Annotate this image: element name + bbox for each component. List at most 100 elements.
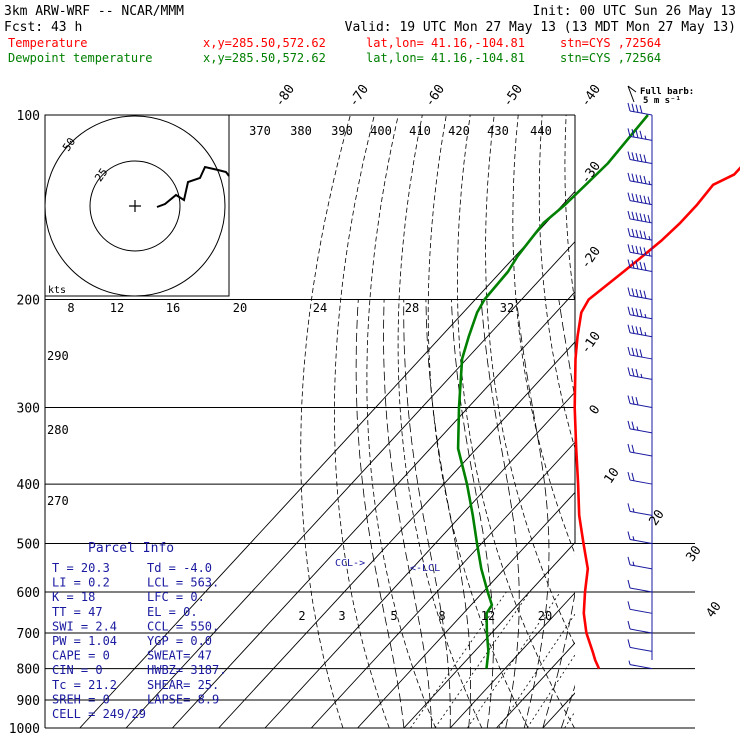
wind-barb-flag (643, 231, 647, 240)
wind-barb-staff (629, 428, 653, 434)
theta-label: 370 (249, 124, 271, 138)
mixing-ratio-label-low: 2 (298, 609, 305, 623)
mixing-ratio-line (434, 591, 530, 728)
wind-barb-staff (629, 402, 653, 408)
wind-barb-flag (635, 229, 639, 238)
wind-barb-half (648, 180, 651, 185)
wind-barb-flag (627, 244, 631, 253)
wind-barb-half (648, 252, 651, 257)
wind-barb-half (636, 426, 639, 431)
wind-barb-flag (635, 129, 639, 139)
pressure-tick-label: 700 (17, 627, 40, 642)
isotherm-tick-label: -60 (422, 82, 448, 110)
isotherm-tick-label: 20 (646, 507, 667, 528)
dry-adiabat-label: 270 (47, 494, 69, 508)
pressure-tick-label: 300 (17, 401, 40, 416)
wind-barb-staff (629, 295, 653, 301)
wind-barb-flag (627, 367, 631, 376)
wind-barb (627, 102, 653, 116)
theta-label: 400 (370, 124, 392, 138)
legend-temperature-stn: stn=CYS ,72564 (560, 36, 661, 50)
pressure-tick-label: 500 (17, 537, 40, 552)
wind-barb-flag (627, 601, 631, 610)
wind-barb-staff (629, 628, 653, 634)
pressure-tick-label: 1000 (9, 722, 40, 737)
mixing-ratio-label: 28 (405, 301, 419, 315)
isotherm-line (589, 115, 740, 728)
dry-adiabat-line (397, 115, 483, 728)
wind-barb-flag (627, 531, 631, 540)
wind-barb (627, 244, 653, 257)
ccl-label: CCL-> (335, 558, 365, 569)
parcel-row-left: CAPE = 0 (52, 649, 110, 663)
isotherm-tick-label: -40 (578, 82, 604, 110)
isotherm-tick-label: 10 (601, 465, 622, 486)
wind-barb-flag (635, 260, 639, 270)
wind-barb-flag (639, 194, 643, 204)
wind-barb-flag (631, 472, 635, 481)
isotherm-line (310, 441, 575, 728)
dry-adiabat-line (427, 115, 529, 728)
pressure-tick-label: 800 (17, 663, 40, 678)
wind-barb (627, 306, 653, 320)
isotherm-tick-label: -20 (578, 244, 604, 272)
wind-barb (627, 443, 653, 457)
wind-barb (627, 210, 653, 224)
wind-barb-flag (635, 194, 639, 203)
dry-adiabat-line (734, 115, 740, 728)
wind-barb-flag (635, 174, 639, 183)
wind-barb-staff (629, 110, 653, 116)
wind-barb-flag (627, 210, 631, 220)
wind-barb-staff (629, 664, 653, 670)
wind-barb-flag (639, 105, 643, 114)
legend-temperature-xy: x,y=285.50,572.62 (203, 36, 326, 50)
parcel-title: Parcel Info (88, 541, 174, 556)
wind-barb-flag (643, 290, 647, 299)
wind-barb (627, 556, 653, 570)
wind-barb-staff (629, 587, 653, 593)
parcel-row-left: CELL = 249/29 (52, 707, 146, 721)
wind-barb-flag (647, 214, 651, 224)
wind-barb-flag (643, 262, 647, 271)
wind-barb (627, 471, 653, 485)
mixing-ratio-label: 24 (313, 301, 327, 315)
mixing-ratio-label-low: 8 (438, 609, 445, 623)
wind-barb-half (644, 331, 647, 337)
parcel-row-left: LI = 0.2 (52, 576, 110, 590)
wind-barb-flag (627, 503, 631, 512)
wind-barb-flag (639, 153, 643, 163)
wind-barb-flag (627, 443, 631, 453)
mixing-ratio-label: 12 (110, 301, 124, 315)
isotherm-line (264, 391, 575, 728)
wind-barb-flag (635, 396, 639, 406)
wind-barb-flag (627, 151, 631, 160)
wind-barb-staff (629, 564, 653, 570)
dry-adiabat-label: 290 (47, 349, 69, 363)
wind-barb-staff (629, 332, 653, 338)
wind-barb-flag (635, 348, 639, 357)
wind-barb-flag (631, 152, 635, 161)
pressure-tick-label: 600 (17, 586, 40, 601)
isotherm-line (357, 491, 575, 728)
wind-barb-flag (631, 444, 635, 453)
theta-label: 380 (290, 124, 312, 138)
wind-barb (627, 346, 653, 360)
wind-barb-flag (635, 153, 639, 162)
moist-adiabat-line (383, 299, 432, 728)
wind-barb-half (632, 508, 635, 513)
wind-barb-flag (627, 579, 631, 589)
isotherm-line (635, 115, 740, 728)
wind-barb-half (628, 660, 631, 665)
wind-barb (628, 660, 653, 670)
dry-adiabat-line (485, 115, 575, 646)
mixing-ratio-line (564, 710, 575, 728)
wind-barb-flag (639, 327, 643, 336)
wind-barb-staff (629, 374, 653, 380)
wind-barb-flag (627, 556, 631, 565)
wind-barb-flag (631, 347, 635, 356)
wind-barb-flag (627, 306, 631, 315)
hodograph-ring-label-50: 50 (60, 135, 78, 153)
moist-adiabat-line (403, 299, 451, 728)
wind-barb-flag (639, 349, 643, 358)
